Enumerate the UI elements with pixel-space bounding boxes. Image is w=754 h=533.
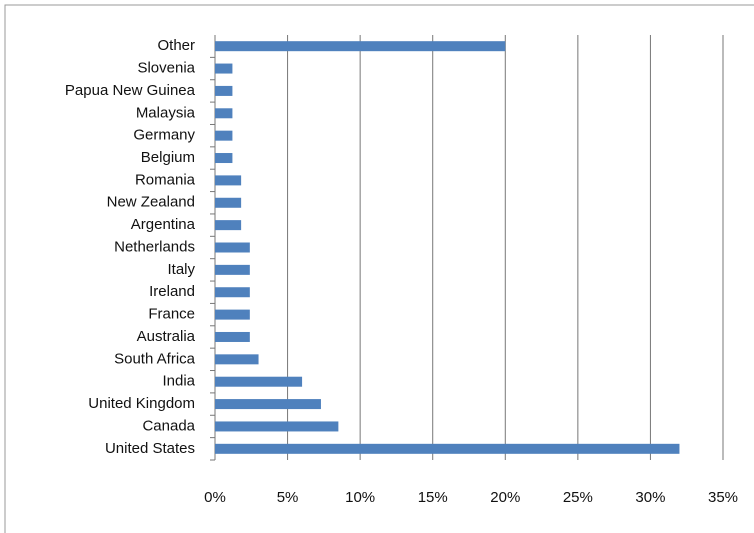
bar [215,331,250,342]
bar [215,63,233,74]
y-tick-label: Netherlands [114,238,195,255]
y-tick-label: South Africa [114,350,196,367]
y-tick-label: India [162,373,195,390]
y-tick-label: Australia [137,328,196,345]
y-tick-label: Germany [133,127,195,144]
chart-frame [4,4,754,533]
x-tick-label: 20% [490,489,520,506]
y-tick-label: Malaysia [136,104,196,121]
bar [215,376,303,387]
bar [215,108,233,119]
x-tick-label: 0% [204,489,226,506]
y-tick-label: Other [157,37,195,54]
y-tick-label: Romania [135,171,196,188]
y-tick-label: United Kingdom [88,395,195,412]
y-tick-label: Canada [142,417,195,434]
bar [215,41,506,52]
y-tick-label: Belgium [141,149,195,166]
y-tick-label: United States [105,440,195,457]
y-tick-label: France [148,306,195,323]
y-tick-label: Slovenia [137,60,195,77]
bar [215,264,250,275]
bar [215,197,242,208]
y-tick-label: Ireland [149,283,195,300]
x-tick-label: 30% [635,489,665,506]
x-tick-label: 35% [708,489,738,506]
x-tick-label: 25% [563,489,593,506]
x-tick-label: 15% [418,489,448,506]
y-tick-label: New Zealand [107,194,195,211]
bar [215,399,321,410]
bar [215,242,250,253]
y-tick-label: Argentina [131,216,196,233]
x-tick-label: 5% [277,489,299,506]
y-tick-label: Papua New Guinea [65,82,196,99]
bar [215,443,680,454]
bar [215,153,233,164]
y-tick-label: Italy [167,261,195,278]
bar [215,220,242,231]
bar [215,309,250,320]
bar [215,175,242,186]
x-tick-label: 10% [345,489,375,506]
bar [215,85,233,96]
bar [215,287,250,298]
bar [215,421,339,432]
bar [215,354,259,365]
bar [215,130,233,141]
